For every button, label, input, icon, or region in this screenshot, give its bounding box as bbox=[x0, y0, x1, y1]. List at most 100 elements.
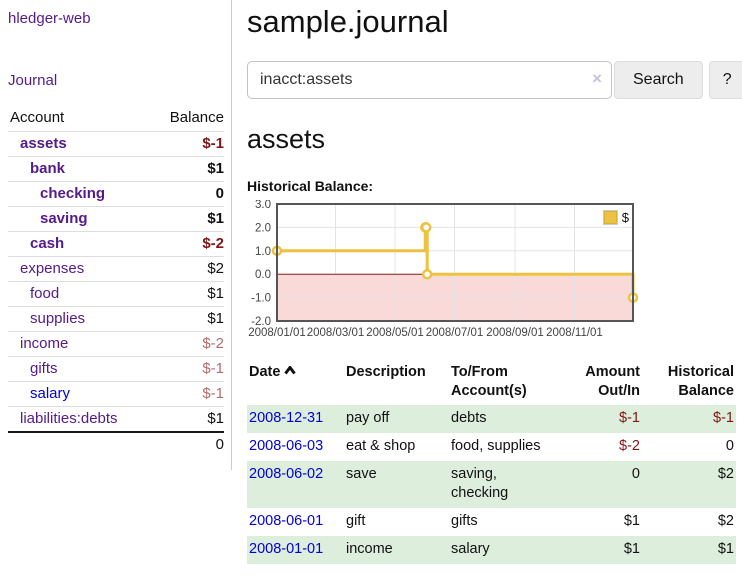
account-row: income $-2 bbox=[8, 332, 224, 357]
sort-ascending-icon bbox=[284, 366, 296, 375]
search-form: × Search ? bbox=[247, 61, 742, 99]
account-balance: 0 bbox=[151, 182, 224, 207]
account-balance: $-1 bbox=[151, 382, 224, 407]
transaction-accounts-cell: gifts bbox=[449, 508, 567, 536]
account-link[interactable]: saving bbox=[40, 210, 88, 227]
account-balance: $1 bbox=[151, 407, 224, 433]
accounts-column-header: Account bbox=[8, 106, 151, 132]
account-row: expenses $2 bbox=[8, 257, 224, 282]
transaction-description-cell: income bbox=[344, 536, 449, 564]
total-balance: 0 bbox=[151, 432, 224, 456]
transaction-date-link[interactable]: 2008-06-03 bbox=[249, 438, 323, 454]
register-row: 2008-06-01 giftgifts$1$2 bbox=[247, 508, 736, 536]
account-row: bank $1 bbox=[8, 157, 224, 182]
account-link[interactable]: salary bbox=[30, 385, 70, 402]
transaction-accounts-cell: salary bbox=[449, 536, 567, 564]
transaction-amount-cell: $1 bbox=[567, 536, 642, 564]
register-row: 2008-12-31pay offdebts$-1$-1 bbox=[247, 405, 736, 433]
account-link[interactable]: checking bbox=[40, 185, 105, 202]
transaction-date-link[interactable]: 2008-12-31 bbox=[249, 410, 323, 426]
svg-text:2008/09/01: 2008/09/01 bbox=[486, 327, 544, 339]
account-link[interactable]: liabilities:debts bbox=[20, 410, 118, 427]
svg-text:2008/11/01: 2008/11/01 bbox=[546, 327, 603, 339]
account-row: cash $-2 bbox=[8, 232, 224, 257]
account-balance: $-2 bbox=[151, 232, 224, 257]
transaction-amount-cell: $1 bbox=[567, 508, 642, 536]
account-link[interactable]: supplies bbox=[30, 310, 85, 327]
transaction-date-cell: 2008-01-01 bbox=[247, 536, 344, 564]
transaction-date-link[interactable]: 2008-06-02 bbox=[249, 466, 323, 482]
historical-balance-chart: 3.02.01.00.0-1.0-2.02008/01/012008/03/01… bbox=[247, 200, 639, 346]
account-balance: $1 bbox=[151, 207, 224, 232]
transaction-accounts-cell: food, supplies bbox=[449, 433, 567, 461]
account-balance: $2 bbox=[151, 257, 224, 282]
account-table-body: assets$-1bank$1checking0saving$1cash$-2e… bbox=[8, 132, 224, 433]
register-row: 2008-01-01incomesalary$1$1 bbox=[247, 536, 736, 564]
account-link[interactable]: gifts bbox=[30, 360, 58, 377]
chart-legend: $ bbox=[603, 209, 630, 226]
account-balance: $1 bbox=[151, 282, 224, 307]
svg-text:2008/07/01: 2008/07/01 bbox=[426, 327, 484, 339]
account-link[interactable]: assets bbox=[20, 135, 67, 152]
transaction-balance-cell: 0 bbox=[642, 433, 736, 461]
legend-swatch-icon bbox=[604, 211, 617, 224]
column-header-balance[interactable]: Historical Balance bbox=[642, 361, 736, 405]
transaction-balance-cell: $2 bbox=[642, 508, 736, 536]
transaction-amount-cell: $-1 bbox=[567, 405, 642, 433]
clear-search-icon[interactable]: × bbox=[592, 69, 602, 89]
sidebar-item-journal[interactable]: Journal bbox=[8, 72, 57, 89]
transaction-date-cell: 2008-06-03 bbox=[247, 433, 344, 461]
column-header-description[interactable]: Description bbox=[344, 361, 449, 405]
account-row: checking 0 bbox=[8, 182, 224, 207]
register-row: 2008-06-02savesaving, checking0$2 bbox=[247, 461, 736, 508]
transaction-date-cell: 2008-12-31 bbox=[247, 405, 344, 433]
column-header-amount[interactable]: Amount Out/In bbox=[567, 361, 642, 405]
account-balance: $-1 bbox=[151, 357, 224, 382]
search-input[interactable] bbox=[247, 61, 612, 99]
chart-canvas: 3.02.01.00.0-1.0-2.02008/01/012008/03/01… bbox=[247, 200, 639, 346]
register-header-row: Date Description To/From Account(s) Amou… bbox=[247, 361, 736, 405]
account-balance: $1 bbox=[151, 307, 224, 332]
svg-text:2008/01/01: 2008/01/01 bbox=[248, 327, 306, 339]
register-table-body: 2008-12-31pay offdebts$-1$-1 2008-06-03 ea… bbox=[247, 405, 736, 564]
legend-label: $ bbox=[622, 210, 629, 225]
balance-column-header: Balance bbox=[151, 106, 224, 132]
account-link[interactable]: bank bbox=[30, 160, 65, 177]
svg-text:2008/03/01: 2008/03/01 bbox=[307, 327, 365, 339]
account-row: saving $1 bbox=[8, 207, 224, 232]
brand-link[interactable]: hledger-web bbox=[8, 10, 91, 27]
transaction-date-cell: 2008-06-02 bbox=[247, 461, 344, 508]
transaction-description-cell: gift bbox=[344, 508, 449, 536]
svg-text:-1.0: -1.0 bbox=[251, 293, 271, 305]
account-link[interactable]: expenses bbox=[20, 260, 84, 277]
help-button[interactable]: ? bbox=[709, 61, 742, 99]
account-row: liabilities:debts $1 bbox=[8, 407, 224, 433]
total-row: 0 bbox=[8, 432, 224, 456]
svg-text:3.0: 3.0 bbox=[255, 200, 271, 211]
account-balance: $-2 bbox=[151, 332, 224, 357]
account-balance-table: Account Balance assets $-1 bank $1 checking 0… bbox=[8, 106, 224, 456]
search-button[interactable]: Search bbox=[614, 61, 703, 99]
transaction-description-cell: eat & shop bbox=[344, 433, 449, 461]
account-row: salary $-1 bbox=[8, 382, 224, 407]
column-header-accounts[interactable]: To/From Account(s) bbox=[449, 361, 567, 405]
transaction-date-link[interactable]: 2008-06-01 bbox=[249, 513, 323, 529]
account-row: gifts $-1 bbox=[8, 357, 224, 382]
column-header-date[interactable]: Date bbox=[247, 361, 344, 405]
account-link[interactable]: income bbox=[20, 335, 68, 352]
account-row: supplies $1 bbox=[8, 307, 224, 332]
page: hledger-web Journal Account Balance asse… bbox=[0, 0, 742, 564]
sidebar: hledger-web Journal Account Balance asse… bbox=[0, 0, 232, 470]
account-row: assets $-1 bbox=[8, 132, 224, 157]
transaction-date-link[interactable]: 2008-01-01 bbox=[249, 541, 323, 557]
svg-text:2008/05/01: 2008/05/01 bbox=[366, 327, 424, 339]
account-balance: $-1 bbox=[151, 132, 224, 157]
svg-text:2.0: 2.0 bbox=[255, 222, 271, 234]
account-link[interactable]: food bbox=[30, 285, 59, 302]
transaction-accounts-cell: saving, checking bbox=[449, 461, 567, 508]
account-balance: $1 bbox=[151, 157, 224, 182]
svg-text:1.0: 1.0 bbox=[255, 246, 271, 258]
account-link[interactable]: cash bbox=[30, 235, 64, 252]
transaction-description-cell: save bbox=[344, 461, 449, 508]
transaction-balance-cell: $-1 bbox=[642, 405, 736, 433]
